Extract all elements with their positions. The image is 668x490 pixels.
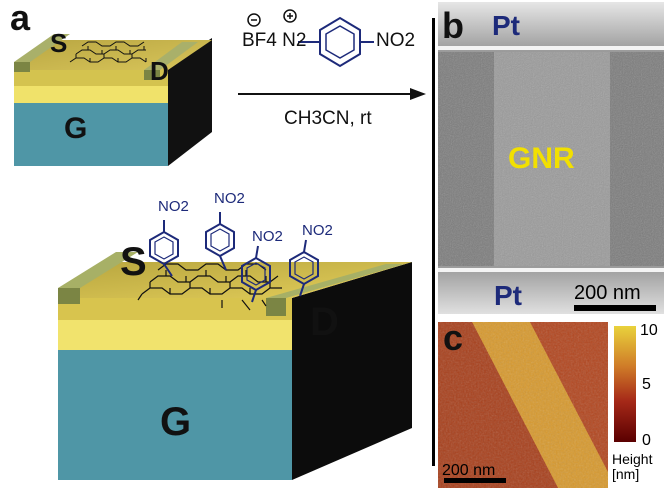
sem-scale-bar xyxy=(574,305,656,311)
pt-top-electrode xyxy=(438,2,664,52)
colorbar-label: Height [nm] xyxy=(612,452,652,481)
reagent-nitro: NO2 xyxy=(376,30,416,51)
pt-top-label: Pt xyxy=(492,10,520,41)
nitro-label-3: NO2 xyxy=(252,228,283,245)
small-gate-label: G xyxy=(64,112,88,145)
reagent-formula: BF4 N2 xyxy=(242,30,306,52)
sem-scale-bar-label: 200 nm xyxy=(574,282,641,304)
benzene-ring xyxy=(319,16,361,68)
small-graphene-sheet xyxy=(69,41,147,63)
panel-c-label: c xyxy=(443,317,464,358)
colorbar-title: Height xyxy=(612,451,653,467)
colorbar-min: 0 xyxy=(642,432,651,449)
nitro-label-4: NO2 xyxy=(302,222,333,239)
sem-image xyxy=(438,2,664,314)
pt-bottom-label: Pt xyxy=(494,280,522,311)
colorbar-unit: [nm] xyxy=(612,465,640,482)
nitro-label-2: NO2 xyxy=(214,190,245,207)
large-device-oxide-face xyxy=(58,320,292,350)
large-gate-label: G xyxy=(160,400,192,444)
panel-b-label: b xyxy=(442,5,464,46)
small-source-label: S xyxy=(50,28,68,58)
small-source-electrode xyxy=(14,34,70,62)
nitrophenyl-4 xyxy=(289,239,319,297)
small-drain-electrode xyxy=(144,42,198,70)
large-source-electrode xyxy=(58,252,138,288)
nitrophenyl-1 xyxy=(149,220,179,277)
large-device-gold-face xyxy=(58,298,292,320)
large-graphene-sheet xyxy=(137,263,282,311)
nitrophenyl-2 xyxy=(205,212,235,271)
reaction-arrow xyxy=(238,88,426,100)
panel-a-label: a xyxy=(10,0,31,38)
large-drain-label: D xyxy=(310,300,339,344)
small-device-oxide-face xyxy=(14,86,168,103)
afm-scale-bar-label: 200 nm xyxy=(442,462,496,479)
small-device-side xyxy=(168,38,212,166)
large-device-diagram xyxy=(58,212,412,480)
minus-charge xyxy=(247,13,261,27)
panel-divider xyxy=(432,18,435,466)
large-device-side xyxy=(292,262,412,480)
sem-texture xyxy=(438,2,664,314)
colorbar-max: 10 xyxy=(640,322,658,339)
large-drain-electrode xyxy=(266,264,404,298)
reagent-diazo-group: N2 xyxy=(282,30,307,51)
nitrophenyl-groups xyxy=(149,212,319,303)
reagent-counterion: BF4 xyxy=(242,30,277,51)
height-colorbar xyxy=(614,326,636,442)
gnr-label: GNR xyxy=(508,142,575,175)
nitrophenyl-3 xyxy=(241,245,271,303)
large-device-top xyxy=(58,262,412,298)
afm-scale-bar xyxy=(444,478,506,483)
afm-image xyxy=(438,322,608,488)
afm-texture xyxy=(438,322,608,488)
small-device-gold-face xyxy=(14,70,168,86)
large-source-label: S xyxy=(120,240,147,284)
diazonium-molecule xyxy=(247,9,374,68)
colorbar-mid: 5 xyxy=(642,376,651,393)
nitro-label-1: NO2 xyxy=(158,198,189,215)
small-drain-label: D xyxy=(150,56,169,86)
reaction-conditions: CH3CN, rt xyxy=(284,108,372,129)
plus-charge xyxy=(283,9,297,23)
small-device-diagram xyxy=(14,34,212,166)
